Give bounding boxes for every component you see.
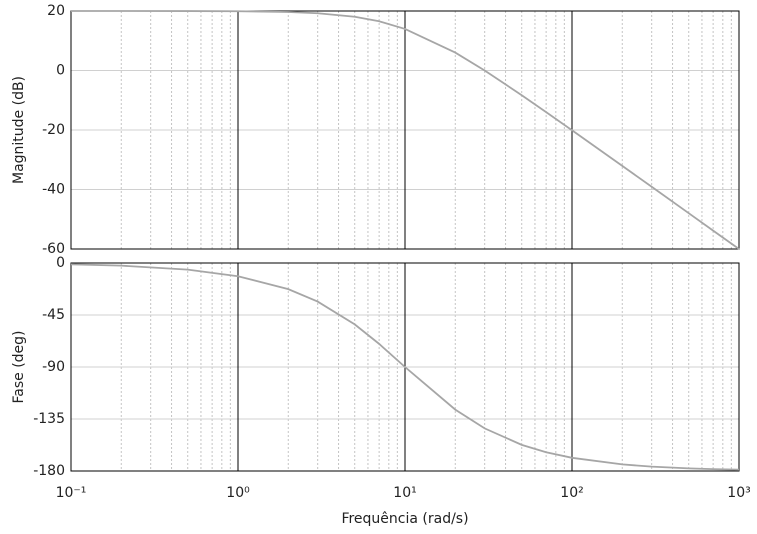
y-tick-label: -40: [42, 182, 65, 198]
plot-border: [70, 262, 740, 472]
y-tick-label: -45: [42, 307, 65, 323]
response-curve: [71, 10, 740, 250]
x-tick-label: 10²: [560, 485, 583, 501]
x-tick-label: 10³: [727, 485, 750, 501]
y-tick-label: -60: [42, 241, 65, 257]
y-tick-label: -90: [42, 359, 65, 375]
y-tick-label: 20: [47, 3, 65, 19]
x-tick-label: 10⁰: [226, 485, 250, 501]
y-axis-label: Magnitude (dB): [11, 76, 27, 184]
x-tick-label: 10¹: [393, 485, 416, 501]
y-tick-label: 0: [56, 63, 65, 79]
x-axis-label: Frequência (rad/s): [341, 511, 468, 527]
y-axis-label: Fase (deg): [11, 330, 27, 403]
x-tick-label: 10⁻¹: [56, 485, 87, 501]
y-tick-label: -180: [33, 463, 65, 479]
response-curve: [70, 263, 740, 471]
y-tick-label: -135: [33, 411, 65, 427]
plot-border: [70, 10, 740, 250]
y-tick-label: -20: [42, 122, 65, 138]
y-tick-label: 0: [56, 255, 65, 271]
